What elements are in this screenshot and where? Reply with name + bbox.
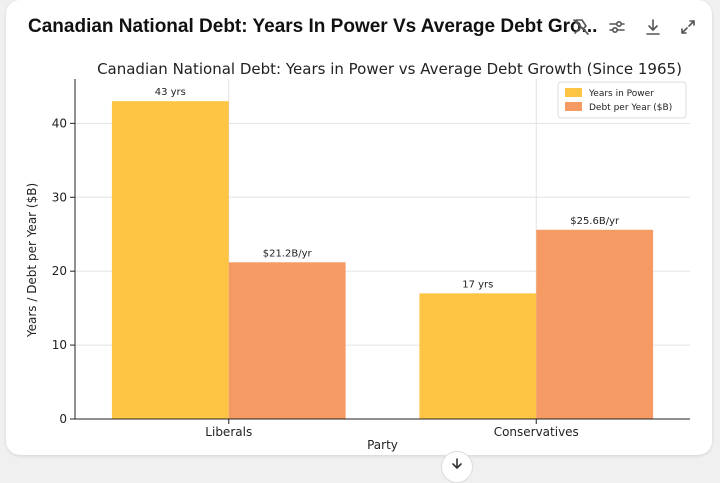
y-tick-label: 40 [52, 116, 67, 130]
chart-settings-button[interactable] [604, 14, 630, 40]
y-tick-label: 10 [52, 338, 67, 352]
x-tick-label: Conservatives [494, 425, 579, 439]
y-axis-label: Years / Debt per Year ($B) [25, 183, 39, 338]
chart-title: Canadian National Debt: Years in Power v… [97, 60, 682, 78]
legend-label: Years in Power [588, 89, 654, 99]
bar-liberals-years [111, 101, 229, 419]
x-tick-label: Liberals [205, 425, 252, 439]
settings-sliders-icon [609, 21, 625, 34]
legend-box [557, 81, 687, 119]
bar-value-label: $25.6B/yr [570, 216, 620, 227]
bar-value-label: $21.2B/yr [263, 248, 313, 259]
y-tick-label: 20 [52, 264, 67, 278]
scroll-down-button[interactable] [441, 451, 473, 483]
bar-value-label: 43 yrs [155, 87, 186, 98]
expand-icon [681, 20, 695, 34]
unpin-icon [573, 19, 589, 35]
bar-conservatives-years [419, 293, 537, 419]
unpin-button[interactable] [568, 14, 594, 40]
download-icon [646, 19, 660, 35]
expand-button[interactable] [675, 14, 701, 40]
x-axis-label: Party [367, 438, 398, 452]
arrow-down-icon [452, 458, 462, 469]
y-tick-label: 0 [59, 412, 67, 426]
bar-value-label: 17 yrs [462, 279, 493, 290]
legend-label: Debt per Year ($B) [589, 103, 672, 113]
card-title: Canadian National Debt: Years In Power V… [28, 16, 598, 37]
legend-swatch [565, 88, 582, 97]
chart-card: Canadian National Debt: Years In Power V… [6, 0, 712, 455]
bar-liberals-debt [228, 262, 346, 419]
legend-swatch [565, 102, 582, 111]
bar-conservatives-debt [536, 229, 654, 419]
download-button[interactable] [640, 14, 666, 40]
bar-chart: Canadian National Debt: Years in Power v… [25, 60, 690, 452]
y-tick-label: 30 [52, 190, 67, 204]
